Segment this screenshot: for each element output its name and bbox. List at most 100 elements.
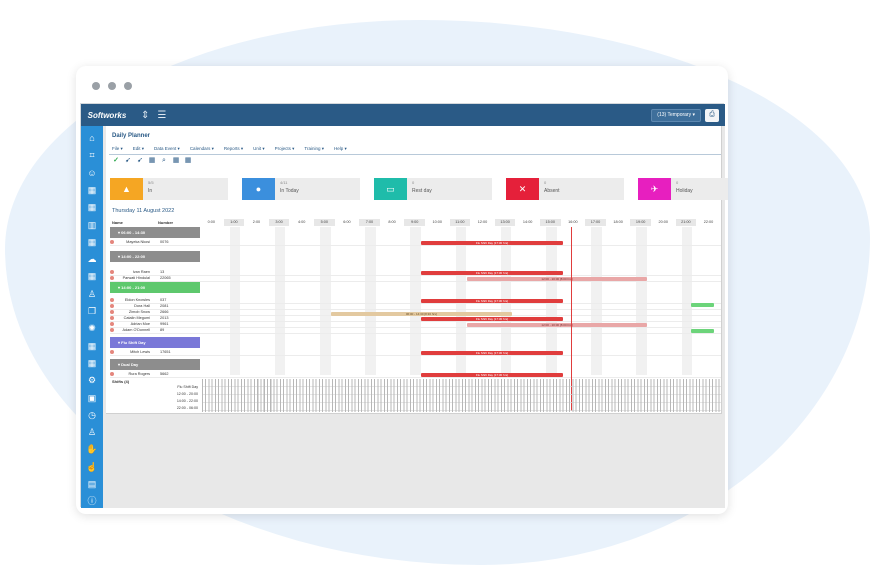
employee-row[interactable]: Mitch Lewis 17651	[110, 349, 200, 355]
employee-row[interactable]: Zimob Snow 2666	[110, 309, 200, 315]
zoom-icon[interactable]: ⌕	[162, 157, 166, 164]
employee-row[interactable]: Dora Hall 2081	[110, 303, 200, 309]
grid-column	[681, 227, 693, 375]
copy-icon[interactable]: ❐	[87, 306, 97, 316]
calendar-alt-icon[interactable]: ▦	[87, 202, 97, 213]
summary-card-holiday[interactable]: ✈ 0 Holiday	[638, 178, 728, 200]
thumb-icon[interactable]: ☝	[86, 461, 98, 472]
report-icon[interactable]: ▤	[87, 479, 97, 489]
menu-item-help[interactable]: Help ▾	[334, 146, 347, 151]
employee-row[interactable]: Catalin Megumi 2013	[110, 315, 200, 321]
card-text: 0 Holiday	[671, 178, 698, 200]
shift-row-label: 14:00 - 22:00	[176, 399, 198, 403]
user-icon[interactable]: ☺	[87, 167, 97, 178]
menu-item-training[interactable]: Training ▾	[304, 146, 324, 151]
calendar-week-icon[interactable]: ▦	[184, 157, 192, 164]
shift-bar[interactable]	[691, 303, 714, 307]
calendar-icon[interactable]: ▦	[148, 157, 156, 164]
shift-bar[interactable]: 12:00 - 20:00 [8:00 hrs]	[466, 277, 648, 281]
employee-number: 2666	[160, 310, 169, 314]
employee-row[interactable]: Adrian Moe 9961	[110, 321, 200, 327]
shift-bar[interactable]: Flu Shift Day [17:30 hrs]	[421, 299, 563, 303]
home-icon[interactable]: ⌂	[89, 133, 95, 143]
shift-bar[interactable]: Flu Shift Day [17:30 hrs]	[421, 351, 563, 355]
calendar-plus-icon[interactable]: ▦	[87, 357, 97, 368]
calendar-week-icon[interactable]: ▦	[87, 236, 97, 247]
card-text: 0 Absent	[539, 178, 565, 200]
summary-card-in-today[interactable]: ● 4/11 In Today	[242, 178, 360, 200]
row-divider	[110, 355, 721, 356]
menu-item-edit[interactable]: Edit ▾	[132, 146, 145, 151]
user-selector[interactable]: (13) Temporary ▾	[651, 108, 701, 122]
menu-item-projects[interactable]: Projects ▾	[274, 146, 295, 151]
employee-row[interactable]: Parwati Hindulal 22065	[110, 275, 200, 281]
shift-group-header[interactable]: ▾ 06:00 - 14:30	[110, 227, 200, 238]
sort-icon[interactable]: ⇕	[141, 109, 150, 121]
calendar-x-icon[interactable]: ▦	[87, 340, 97, 351]
window-dot[interactable]	[92, 82, 100, 90]
plane-icon: ✈	[638, 178, 671, 200]
image-icon[interactable]: ▣	[87, 392, 97, 403]
shift-bar[interactable]: 06:00 - 14:30 [8:30 hrs]	[330, 312, 512, 316]
person-icon[interactable]: ♙	[87, 288, 97, 299]
shift-bar[interactable]	[691, 329, 714, 333]
pointer-icon[interactable]: ➹	[125, 157, 131, 164]
hand-icon[interactable]: ✋	[86, 444, 98, 455]
history-icon[interactable]: ◷	[88, 409, 96, 420]
employee-row[interactable]: Ivan Raen 13	[110, 269, 200, 275]
grid-column	[636, 227, 647, 375]
menu-item-file[interactable]: File ▾	[112, 146, 123, 151]
employee-row[interactable]: Adam O'Donnell 89	[110, 327, 200, 333]
hour-label: 14:00	[522, 220, 533, 224]
row-divider	[110, 377, 721, 378]
employee-name: Catalin Megumi	[123, 316, 150, 320]
print-button[interactable]: ⎙	[705, 108, 719, 122]
menu-item-unit[interactable]: Unit ▾	[253, 146, 265, 151]
calendar-clock-icon[interactable]: ▦	[87, 271, 97, 282]
bulb-icon[interactable]: ✺	[88, 323, 96, 334]
calendar-icon[interactable]: ▦	[87, 184, 97, 195]
summary-card-in[interactable]: ▲ 5/5 In	[110, 178, 228, 200]
grid-column	[591, 227, 602, 375]
cloud-icon[interactable]: ☁	[87, 254, 97, 265]
shift-bar[interactable]: Flu Shift Day [17:30 hrs]	[421, 241, 563, 245]
window-dot[interactable]	[124, 82, 132, 90]
shift-bar[interactable]: Flu Shift Day [17:30 hrs]	[421, 373, 563, 377]
grid-icon[interactable]: ▥	[87, 219, 97, 230]
row-divider	[110, 275, 721, 276]
divider	[109, 154, 721, 155]
chevron-down-icon: ▾	[691, 112, 695, 118]
shift-group-header[interactable]: ▾ Flu Shift Day	[110, 337, 200, 348]
menu-item-data-event[interactable]: Data Event ▾	[154, 146, 180, 151]
logo[interactable]: Softworks	[87, 110, 127, 120]
window-dot[interactable]	[108, 82, 116, 90]
user-check-icon[interactable]: ♙	[87, 427, 97, 438]
shift-bar[interactable]: Flu Shift Day [17:30 hrs]	[421, 317, 563, 321]
top-bar: Softworks ⇕ ☰ (13) Temporary ▾ ⎙	[81, 104, 725, 126]
crop-icon[interactable]: ⌗	[89, 150, 95, 161]
employee-row[interactable]: Eldon Knowles 037	[110, 297, 200, 303]
app-frame: Softworks ⇕ ☰ (13) Temporary ▾ ⎙ ⌂ ⌗ ☺ ▦ ▦ ▥ ▦…	[80, 103, 728, 508]
row-divider	[110, 327, 721, 328]
shift-group-header[interactable]: ▾ 14:00 - 22:00	[110, 251, 200, 262]
pointer-alt-icon[interactable]: ➹	[137, 157, 143, 164]
summary-cards: ▲ 5/5 In ● 4/11 In Today ▭ 0 Rest day ✕ 0 Absent ✈ 0 H…	[110, 178, 728, 200]
menu-item-calendars[interactable]: Calendars ▾	[189, 146, 214, 151]
check-icon[interactable]: ✓	[113, 157, 119, 164]
user-selector-label: (13) Temporary	[657, 112, 692, 118]
shift-group-header[interactable]: ▾ 14:00 - 21:00	[110, 282, 200, 293]
shift-bar[interactable]: Flu Shift Day [17:30 hrs]	[421, 271, 563, 275]
calendar-day-icon[interactable]: ▦	[172, 157, 180, 164]
row-divider	[110, 333, 721, 334]
employee-name: Mayeka Nkosi	[126, 240, 150, 244]
employee-row[interactable]: Mayeka Nkosi 0076	[110, 239, 200, 245]
employee-row[interactable]: Rura Rogers 5662	[110, 371, 200, 377]
shift-group-header[interactable]: ▾ Dual Day	[110, 359, 200, 370]
settings-icon[interactable]: ⚙	[87, 375, 97, 386]
menu-icon[interactable]: ☰	[157, 109, 167, 121]
info-icon[interactable]: ⓘ	[87, 496, 97, 507]
menu-item-reports[interactable]: Reports ▾	[223, 146, 244, 151]
shift-bar[interactable]: 12:00 - 20:00 [8:00 hrs]	[466, 323, 648, 327]
summary-card-rest-day[interactable]: ▭ 0 Rest day	[374, 178, 492, 200]
summary-card-absent[interactable]: ✕ 0 Absent	[506, 178, 624, 200]
